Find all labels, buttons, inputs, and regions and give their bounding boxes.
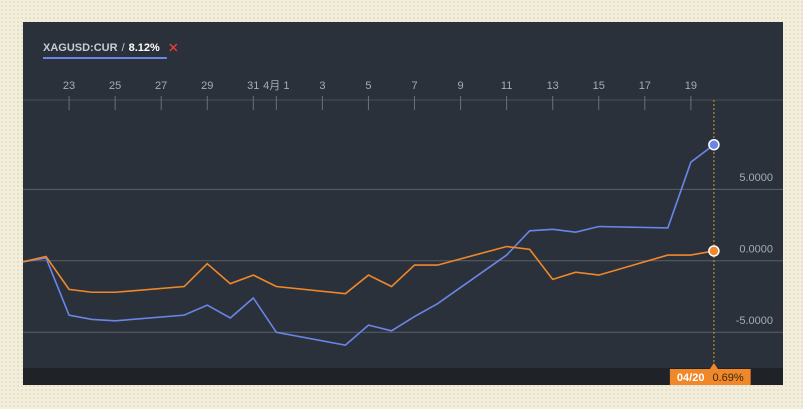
y-tick-label: 0.0000 [739, 244, 773, 256]
series-line [22, 245, 715, 295]
x-tick-label: 19 [685, 80, 697, 92]
series-line [22, 144, 715, 346]
x-tick-label: 29 [201, 80, 213, 92]
y-tick-label: 5.0000 [739, 172, 773, 184]
remove-icon[interactable] [169, 43, 178, 52]
end-point [708, 245, 720, 257]
bottom-bar [23, 368, 783, 385]
x-tick-label: 7 [411, 80, 417, 92]
panel [23, 22, 783, 385]
legend-entry[interactable]: XAGUSD:CUR [43, 42, 118, 54]
x-tick-label: 4月 1 [263, 80, 289, 92]
x-tick-label: 15 [593, 80, 605, 92]
pointer [709, 363, 718, 369]
x-tick-label: 5 [365, 80, 371, 92]
x-tick-label: 31 [247, 80, 259, 92]
crosshair-label: 04/20 0.69% [669, 363, 751, 385]
x-tick-label: 13 [547, 80, 559, 92]
x-tick-label: 11 [501, 80, 512, 92]
x-tick-label: 27 [155, 80, 167, 92]
x-tick-label: 23 [63, 80, 75, 92]
legend-separator: / [122, 42, 126, 54]
legend-value: 8.12% [129, 42, 160, 54]
x-tick-label: 17 [639, 80, 651, 92]
x-tick-label: 9 [458, 80, 464, 92]
label-box [669, 369, 751, 385]
crosshair-date: 04/20 [677, 372, 705, 384]
x-tick-label: 3 [319, 80, 325, 92]
x-tick-label: 25 [109, 80, 121, 92]
end-point [708, 138, 720, 151]
crosshair-value: 0.69% [712, 372, 743, 384]
y-tick-label: -5.0000 [736, 315, 773, 327]
